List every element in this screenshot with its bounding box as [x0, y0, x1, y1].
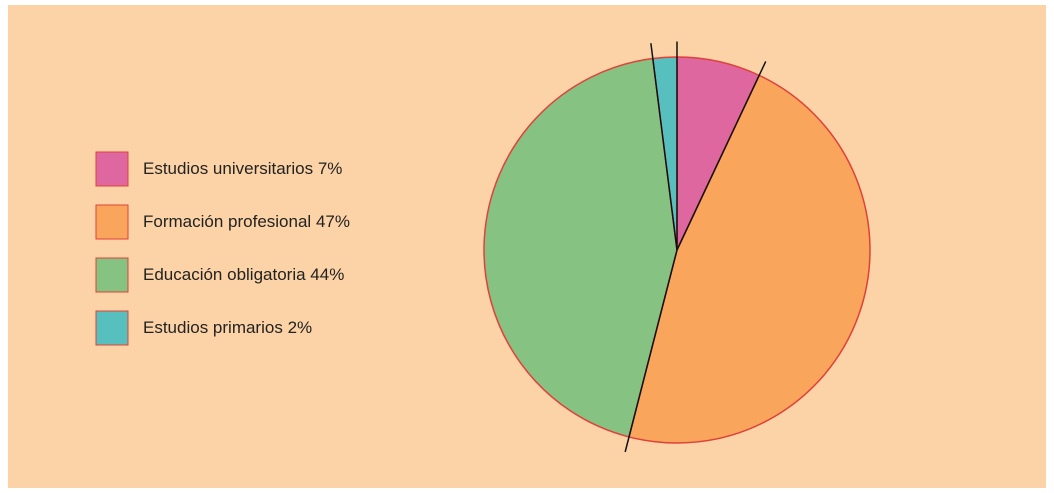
legend-value: 44% [310, 265, 344, 284]
legend-value: 7% [318, 159, 343, 178]
legend-value: 2% [288, 318, 313, 337]
legend-name: Formación profesional [143, 212, 311, 231]
legend-name: Educación obligatoria [143, 265, 306, 284]
legend-name: Estudios universitarios [143, 159, 313, 178]
legend-label: Estudios universitarios 7% [143, 159, 342, 178]
slice-divider [624, 249, 678, 453]
legend-label: Formación profesional 47% [143, 212, 350, 231]
legend-swatch [95, 257, 129, 293]
slice-divider [650, 43, 678, 251]
legend-swatch [95, 151, 129, 187]
pie-slice [483, 57, 678, 438]
slice-divider [676, 61, 767, 251]
legend-label: Estudios primarios 2% [143, 318, 312, 337]
legend-label: Educación obligatoria 44% [143, 265, 344, 284]
legend-swatch [95, 310, 129, 346]
legend-name: Estudios primarios [143, 318, 283, 337]
legend-value: 47% [316, 212, 350, 231]
legend-swatch [95, 204, 129, 240]
pie-slice [628, 74, 871, 444]
